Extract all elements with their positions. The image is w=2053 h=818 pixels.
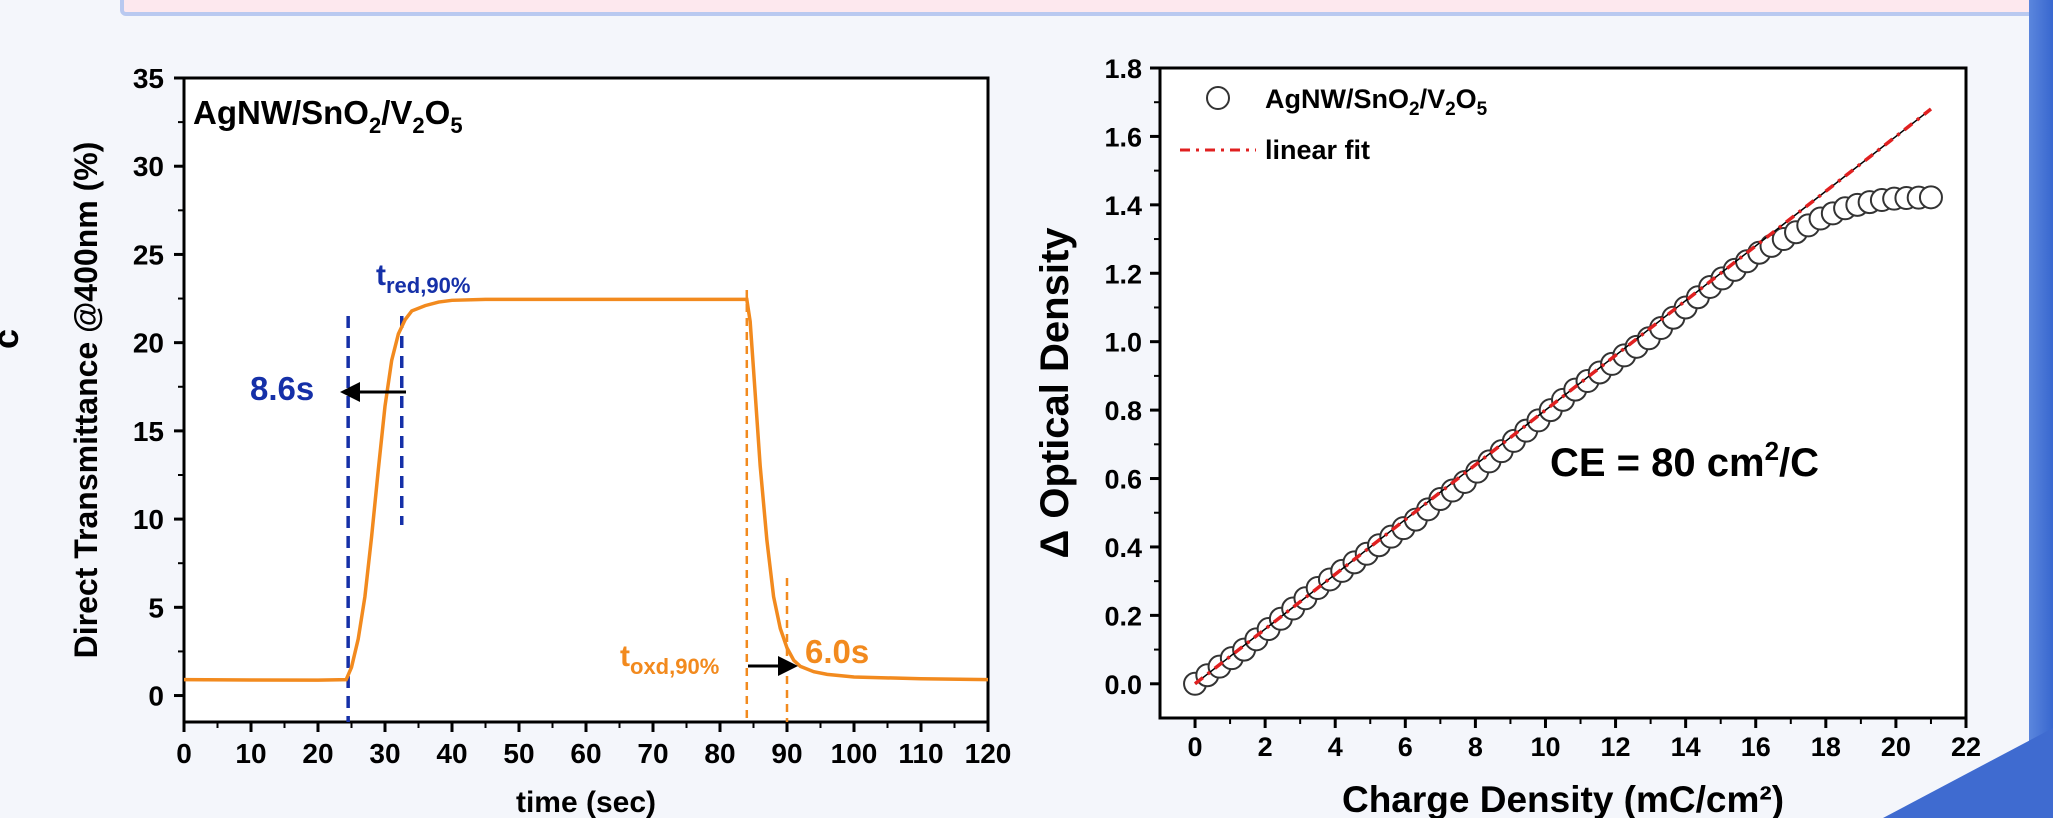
frame-edge: [2029, 0, 2053, 818]
x-tick-label: 2: [1258, 732, 1273, 762]
transmittance-chart: 0 10 20 30 40 50 60 70 80 90 100 110 120 0 5 10 15 20 25 30…: [68, 63, 1011, 818]
x-tick-label: 120: [965, 738, 1012, 769]
y-tick-label: 30: [133, 151, 164, 182]
y-tick-label: 1.4: [1104, 191, 1142, 221]
y-tick-label: 1.8: [1104, 54, 1142, 84]
series-line-transmittance: [183, 297, 989, 682]
x-tick-label: 100: [831, 738, 878, 769]
x-tick-label: 70: [637, 738, 668, 769]
x-tick-label: 10: [1530, 732, 1560, 762]
x-tick-label: 12: [1601, 732, 1631, 762]
plot-frame: [182, 76, 990, 724]
x-tick-label: 10: [235, 738, 266, 769]
legend-label-2: linear fit: [1265, 135, 1370, 165]
x-axis-label: time (sec): [516, 786, 656, 818]
y-tick-label: 10: [133, 504, 164, 535]
x-axis-label-2: Charge Density (mC/cm²): [1342, 779, 1784, 818]
legend-marker-circle: [1206, 86, 1230, 110]
x-tick-label: 20: [302, 738, 333, 769]
x-tick-label: 50: [503, 738, 534, 769]
legend-label-1: AgNW/SnO2/V2O5: [1265, 84, 1488, 120]
y-tick-label: 15: [133, 416, 164, 447]
y-tick-label: 0.6: [1104, 465, 1142, 495]
y-tick-label: 0.4: [1104, 533, 1142, 563]
y-axis-label-2: Δ Optical Density: [1033, 227, 1077, 559]
x-tick-label: 16: [1741, 732, 1771, 762]
chart-title: AgNW/SnO2/V2O5: [193, 94, 463, 138]
data-point: [1918, 185, 1943, 210]
x-tick-label: 14: [1671, 732, 1701, 762]
fit-line: [1193, 107, 1933, 686]
t-red-value: 8.6s: [250, 370, 314, 407]
y-tick-label: 25: [133, 239, 164, 270]
t-oxd-value: 6.0s: [805, 633, 869, 670]
y-tick-label: 1.0: [1104, 328, 1142, 358]
y-tick-label: 35: [133, 63, 164, 94]
x-tick-label: 110: [898, 738, 943, 769]
y-tick-label: 0: [148, 681, 164, 712]
x-tick-label: 4: [1328, 732, 1343, 762]
x-tick-label: 18: [1811, 732, 1841, 762]
x-tick-label: 80: [704, 738, 735, 769]
x-tick-label: 8: [1468, 732, 1483, 762]
ce-annotation: CE = 80 cm2/C: [1550, 436, 1819, 485]
y-tick-label: 0.0: [1104, 670, 1142, 700]
x-tick-label: 22: [1951, 732, 1981, 762]
x-tick-label: 0: [1188, 732, 1203, 762]
legend: AgNW/SnO2/V2O5 linear fit: [1180, 84, 1488, 165]
y-tick-label: 5: [148, 592, 164, 623]
y-tick-label: 0.2: [1104, 601, 1142, 631]
x-tick-label: 0: [176, 738, 192, 769]
y-tick-label: 1.6: [1104, 122, 1142, 152]
x-tick-label: 40: [436, 738, 467, 769]
x-tick-label: 20: [1881, 732, 1911, 762]
x-tick-label: 60: [570, 738, 601, 769]
y-tick-label: 0.8: [1104, 396, 1142, 426]
t-red-label: tred,90%: [376, 259, 470, 298]
optical-density-chart: 0 2 4 6 8 10 12 14 16 18 20 22 0.0 0.2 0.4 0.6 0.8 1.0 1.2…: [1033, 54, 1981, 818]
t-red-arrow: [340, 382, 406, 402]
y-axis-label: Direct Transmittance @400nm (%): [68, 142, 104, 659]
t-oxd-arrow: [748, 656, 798, 676]
x-tick-label: 6: [1398, 732, 1413, 762]
x-tick-label: 90: [771, 738, 802, 769]
y-tick-label: 1.2: [1104, 259, 1142, 289]
t-oxd-label: toxd,90%: [620, 640, 719, 679]
y-tick-label: 20: [133, 328, 164, 359]
x-tick-label: 30: [369, 738, 400, 769]
